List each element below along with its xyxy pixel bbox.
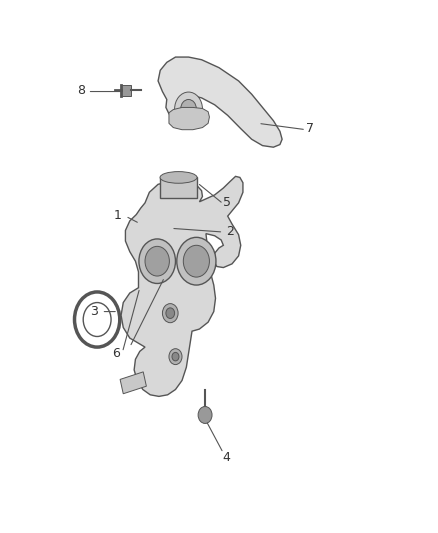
Text: 1: 1 xyxy=(114,209,122,222)
Text: 3: 3 xyxy=(90,304,98,318)
Circle shape xyxy=(145,246,170,276)
Circle shape xyxy=(169,349,182,365)
Text: 7: 7 xyxy=(307,122,314,135)
Circle shape xyxy=(172,352,179,361)
Circle shape xyxy=(166,308,175,318)
Bar xyxy=(121,85,131,96)
Bar xyxy=(160,177,197,198)
Circle shape xyxy=(139,239,176,284)
Ellipse shape xyxy=(160,172,197,183)
Text: 6: 6 xyxy=(113,347,120,360)
Circle shape xyxy=(175,92,202,126)
Circle shape xyxy=(181,100,196,118)
Circle shape xyxy=(151,220,161,233)
Circle shape xyxy=(135,201,177,252)
Circle shape xyxy=(141,209,170,245)
PathPatch shape xyxy=(158,57,282,147)
Circle shape xyxy=(162,304,178,322)
Text: 8: 8 xyxy=(77,85,85,98)
Circle shape xyxy=(177,237,216,285)
PathPatch shape xyxy=(121,176,243,397)
Circle shape xyxy=(184,245,209,277)
PathPatch shape xyxy=(169,108,209,130)
Circle shape xyxy=(198,407,212,423)
Text: 2: 2 xyxy=(226,225,234,238)
Bar xyxy=(120,372,146,394)
Text: 4: 4 xyxy=(222,451,230,464)
Text: 5: 5 xyxy=(223,196,231,209)
